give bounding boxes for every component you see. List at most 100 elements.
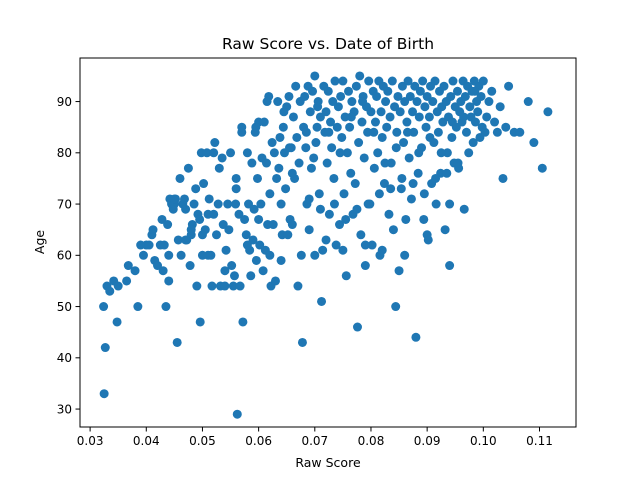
data-point <box>448 76 458 86</box>
data-point <box>326 117 336 127</box>
data-point <box>344 86 353 96</box>
data-point <box>406 194 416 204</box>
y-tick-label: 30 <box>57 402 72 416</box>
data-point <box>382 122 392 132</box>
data-point <box>447 132 457 142</box>
data-point <box>285 143 295 153</box>
data-point <box>386 184 396 194</box>
data-points <box>99 71 553 419</box>
data-point <box>492 127 502 137</box>
data-point <box>468 138 478 148</box>
y-tick-label: 70 <box>57 197 72 211</box>
data-point <box>351 81 361 91</box>
y-tick-label: 80 <box>57 146 72 160</box>
x-tick-label: 0.10 <box>470 434 497 448</box>
data-point <box>164 250 174 260</box>
data-point <box>247 158 257 168</box>
data-point <box>297 337 307 347</box>
data-point <box>304 225 314 235</box>
data-point <box>409 127 419 137</box>
data-point <box>373 148 383 158</box>
data-point <box>537 163 547 173</box>
data-point <box>428 97 438 107</box>
data-point <box>484 97 494 107</box>
data-point <box>207 281 217 291</box>
data-point <box>265 189 275 199</box>
data-point <box>231 184 241 194</box>
data-point <box>419 189 429 199</box>
data-point <box>291 81 301 91</box>
data-point <box>453 158 463 168</box>
data-point <box>279 107 289 117</box>
data-point <box>322 158 332 168</box>
data-point <box>369 127 379 137</box>
data-point <box>268 220 278 230</box>
data-point <box>308 86 318 96</box>
data-point <box>158 266 168 276</box>
data-point <box>112 317 122 327</box>
data-point <box>543 107 553 117</box>
data-point <box>345 122 355 132</box>
data-point <box>504 81 514 91</box>
data-point <box>284 91 294 101</box>
data-point <box>414 148 424 158</box>
data-point <box>393 91 403 101</box>
data-point <box>161 302 171 312</box>
data-point <box>394 266 404 276</box>
data-point <box>358 97 368 107</box>
x-tick-label: 0.03 <box>77 434 104 448</box>
data-point <box>262 97 272 107</box>
data-point <box>315 204 325 214</box>
data-point <box>172 337 182 347</box>
data-point <box>276 255 286 265</box>
x-tick-label: 0.08 <box>358 434 385 448</box>
data-point <box>515 127 525 137</box>
y-tick-label: 40 <box>57 351 72 365</box>
data-point <box>338 76 348 86</box>
data-point <box>480 127 490 137</box>
x-axis-ticks: 0.03 0.04 0.05 0.06 0.07 0.08 0.09 0.10 0.11 <box>77 427 553 448</box>
data-point <box>369 163 379 173</box>
data-point <box>220 266 230 276</box>
data-point <box>214 163 224 173</box>
data-point <box>321 235 331 245</box>
data-point <box>395 107 405 117</box>
data-point <box>391 302 401 312</box>
data-point <box>185 261 195 271</box>
data-point <box>364 76 374 86</box>
data-point <box>442 168 452 178</box>
data-point <box>386 158 396 168</box>
data-point <box>404 153 414 163</box>
data-point <box>478 76 488 86</box>
data-point <box>465 102 475 112</box>
data-point <box>346 112 356 122</box>
data-point <box>210 138 220 148</box>
data-point <box>197 250 207 260</box>
data-point <box>460 91 470 101</box>
data-point <box>346 168 356 178</box>
data-point <box>223 199 233 209</box>
data-point <box>421 122 431 132</box>
data-point <box>418 76 428 86</box>
y-tick-label: 90 <box>57 95 72 109</box>
data-point <box>317 296 327 306</box>
data-point <box>287 168 297 178</box>
data-point <box>163 220 173 230</box>
data-point <box>130 266 140 276</box>
data-point <box>332 122 342 132</box>
data-point <box>265 250 275 260</box>
data-point <box>176 250 186 260</box>
data-point <box>329 199 339 209</box>
data-point <box>122 276 132 286</box>
data-point <box>431 173 441 183</box>
data-point <box>301 143 311 153</box>
data-point <box>148 225 158 235</box>
data-point <box>296 250 306 260</box>
data-point <box>323 86 333 96</box>
data-point <box>379 179 389 189</box>
data-point <box>360 261 370 271</box>
data-point <box>310 250 320 260</box>
data-point <box>335 148 345 158</box>
data-point <box>294 158 304 168</box>
